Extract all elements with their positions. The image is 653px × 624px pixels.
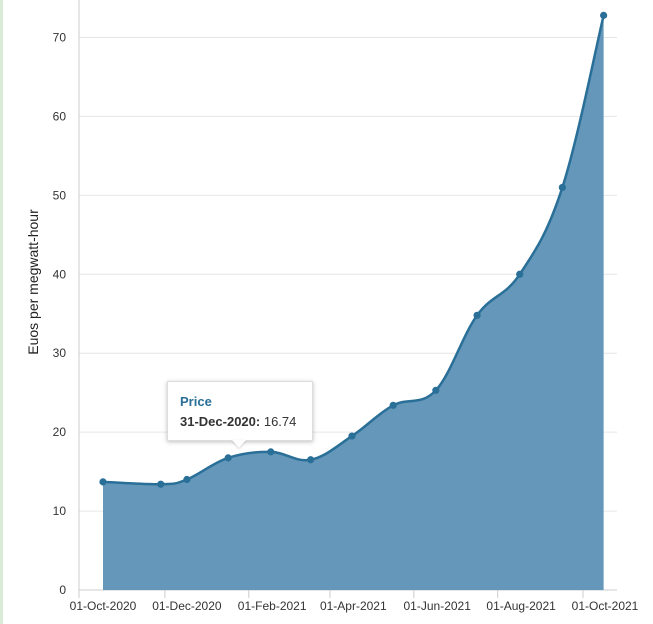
data-point-0 (99, 478, 107, 486)
x-tick-label-5: 01-Aug-2021 (486, 599, 556, 613)
x-tick-label-4: 01-Jun-2021 (404, 599, 472, 613)
x-tick-label-3: 01-Apr-2021 (320, 599, 387, 613)
tooltip-value-line: 31-Dec-2020: 16.74 (180, 412, 312, 432)
x-tick-label-6: 01-Oct-2021 (572, 599, 639, 613)
data-point-10 (516, 270, 524, 278)
series-area-price (103, 15, 604, 590)
y-tick-label-0: 0 (59, 583, 66, 597)
data-point-2 (183, 475, 191, 484)
y-tick-label-20: 20 (53, 425, 67, 439)
data-point-4 (267, 448, 275, 456)
data-point-12 (600, 11, 608, 19)
tooltip-pointer (232, 440, 246, 448)
chart-tooltip: Price 31-Dec-2020: 16.74 (167, 381, 313, 441)
left-edge-strip (0, 0, 3, 624)
data-point-7 (389, 401, 397, 409)
tooltip-series-name: Price (180, 394, 212, 409)
y-tick-label-50: 50 (53, 188, 67, 202)
tooltip-date: 31-Dec-2020: (180, 414, 261, 429)
y-axis-label: Euos per megwatt-hour (25, 209, 41, 355)
data-point-6 (348, 432, 356, 440)
x-tick-label-0: 01-Oct-2020 (70, 599, 137, 613)
y-tick-label-60: 60 (53, 109, 67, 123)
series-line-price (102, 15, 605, 486)
x-tick-label-1: 01-Dec-2020 (152, 599, 222, 613)
data-point-8 (432, 386, 440, 394)
data-point-5 (307, 456, 315, 464)
x-tick-label-2: 01-Feb-2021 (238, 599, 307, 613)
data-point-11 (558, 183, 566, 192)
y-tick-label-40: 40 (53, 267, 67, 281)
data-point-9 (473, 311, 481, 319)
y-tick-label-70: 70 (53, 30, 67, 44)
tooltip-value: 16.74 (263, 414, 297, 429)
y-tick-label-10: 10 (53, 504, 67, 518)
data-point-1 (157, 480, 165, 488)
y-tick-label-30: 30 (53, 346, 67, 360)
data-point-3 (224, 454, 232, 462)
